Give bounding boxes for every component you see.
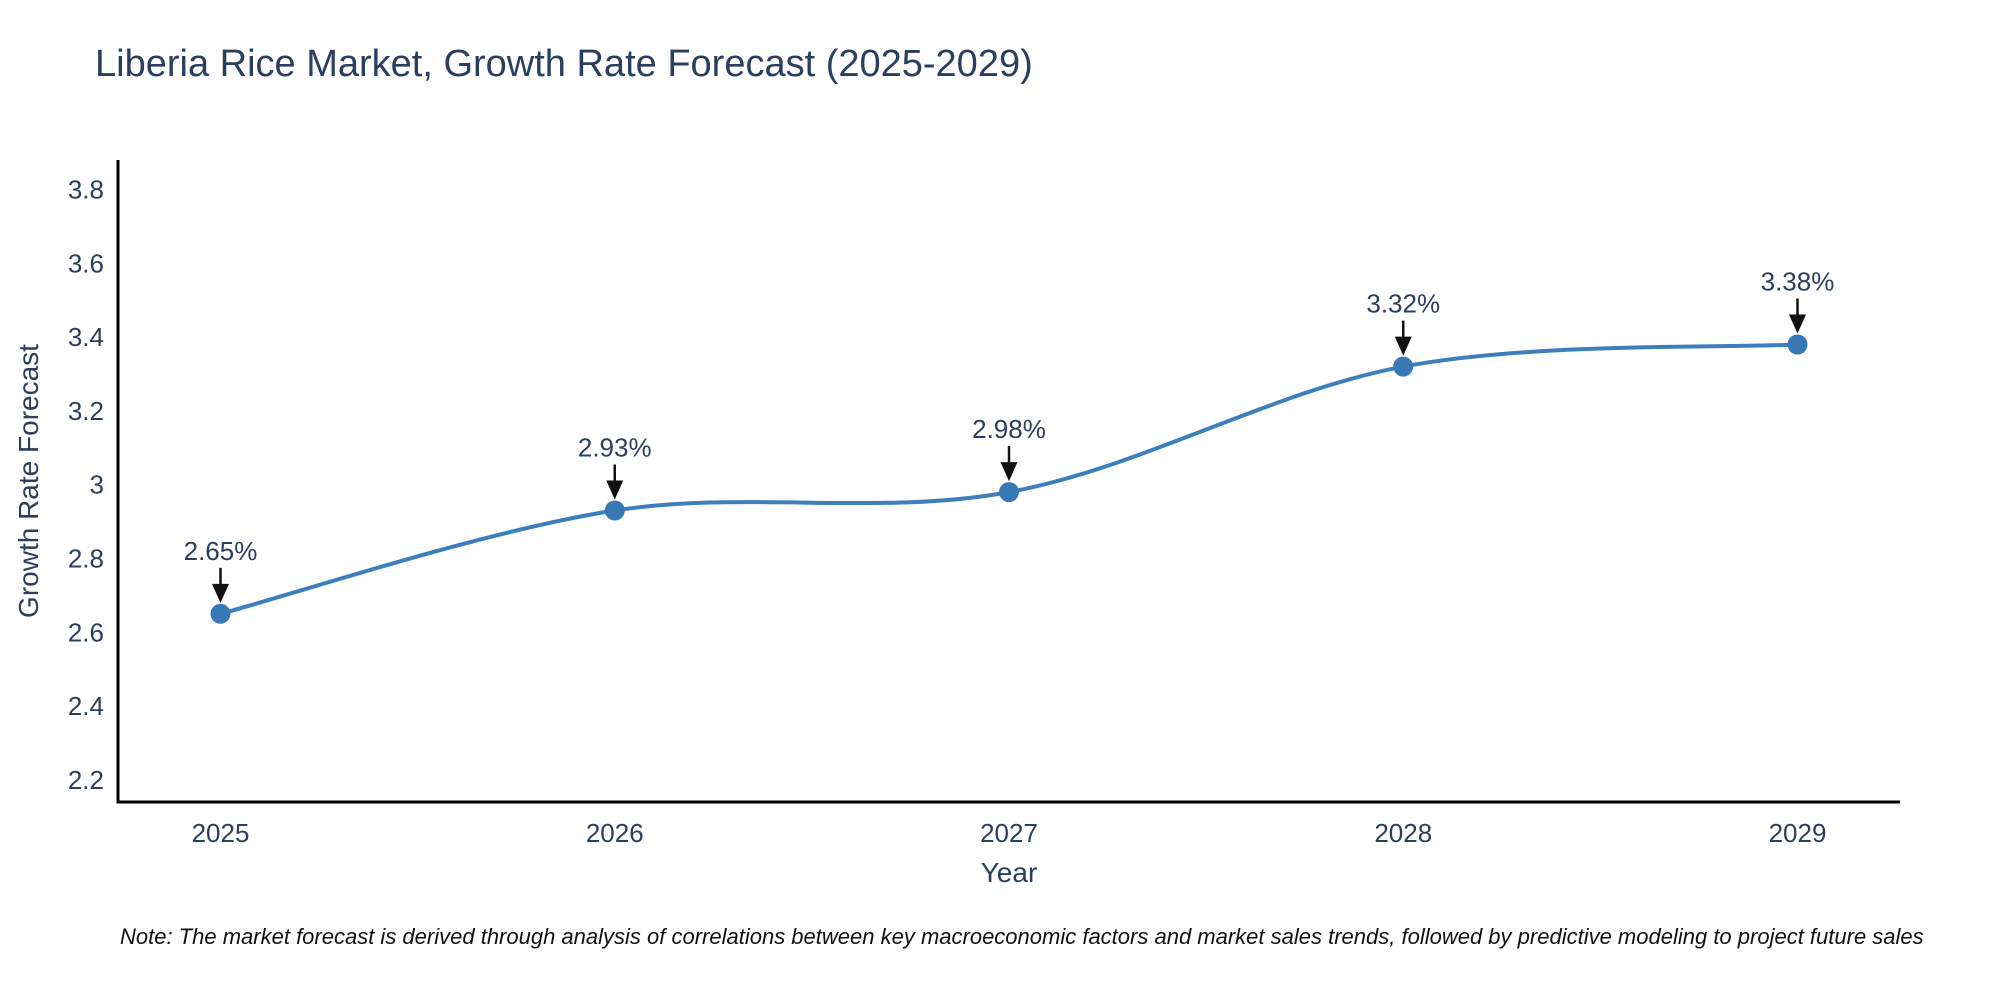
y-axis-title: Growth Rate Forecast (13, 344, 44, 618)
x-axis-title: Year (981, 857, 1038, 888)
point-annotation-label: 2.98% (972, 414, 1046, 444)
annotation-arrowhead-icon (606, 480, 624, 500)
y-tick-label: 2.6 (68, 617, 104, 647)
data-point-marker[interactable] (604, 500, 625, 521)
data-point-marker[interactable] (999, 482, 1019, 503)
y-tick-label: 3.4 (68, 322, 104, 352)
y-tick-label: 3 (90, 470, 104, 500)
y-tick-label: 3.2 (68, 396, 104, 426)
x-tick-label: 2028 (1374, 818, 1432, 848)
y-tick-label: 2.8 (68, 543, 104, 573)
data-point-marker[interactable] (1393, 356, 1414, 377)
annotation-arrowhead-icon (212, 583, 230, 603)
point-annotation-label: 2.65% (184, 536, 258, 566)
point-annotation-label: 2.93% (578, 433, 652, 463)
y-axis-tick-labels: 2.2 2.4 2.6 2.8 3 3.2 3.4 3.6 3.8 (68, 175, 104, 795)
x-tick-label: 2026 (586, 818, 644, 848)
y-tick-label: 2.4 (68, 691, 104, 721)
data-point-marker[interactable] (1787, 334, 1808, 355)
data-point-marker[interactable] (210, 603, 231, 624)
y-tick-label: 3.8 (68, 175, 104, 205)
annotation-arrowhead-icon (1000, 462, 1018, 482)
footnote: Note: The market forecast is derived thr… (120, 924, 1924, 949)
y-tick-label: 2.2 (68, 765, 104, 795)
point-annotation-label: 3.32% (1366, 289, 1440, 319)
x-tick-label: 2025 (192, 818, 250, 848)
chart-title: Liberia Rice Market, Growth Rate Forecas… (95, 43, 1033, 85)
x-tick-label: 2029 (1769, 818, 1827, 848)
point-annotation-label: 3.38% (1761, 266, 1835, 296)
x-tick-label: 2027 (980, 818, 1038, 848)
y-tick-label: 3.6 (68, 248, 104, 278)
x-axis-tick-labels: 2025 2026 2027 2028 2029 (192, 818, 1827, 848)
growth-rate-line-series (210, 334, 1808, 624)
annotation-arrowhead-icon (1788, 314, 1806, 334)
point-annotations: 2.65% 2.93% 2.98% 3.32% 3.38% (184, 266, 1835, 603)
annotation-arrowhead-icon (1394, 336, 1412, 356)
